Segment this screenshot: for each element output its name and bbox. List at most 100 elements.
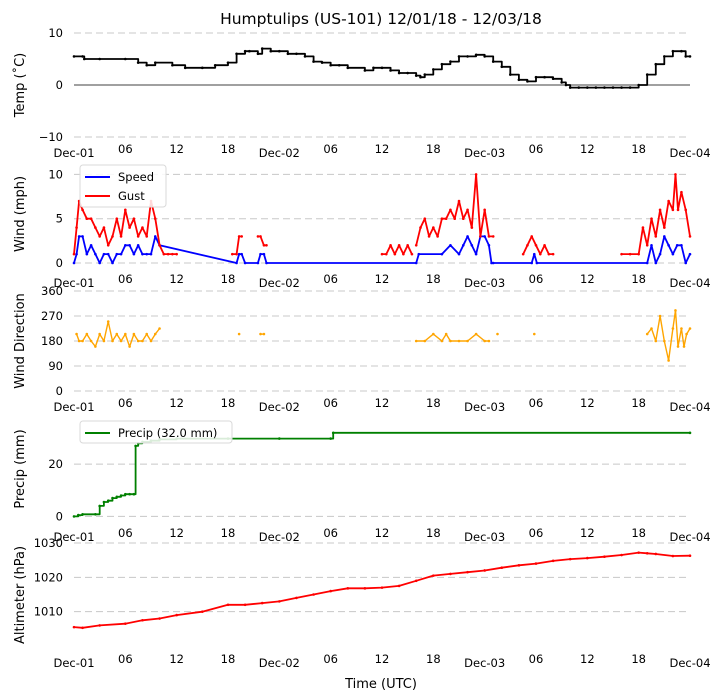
precip-precip-32-0-mm-point — [119, 494, 123, 497]
wind-gust-point — [111, 235, 114, 238]
wind-direction-panel: 0 90 180 270 360 Wind Direction Dec-01 06 12 18 De… — [13, 284, 711, 414]
wind-direction-direction-point — [81, 339, 84, 343]
temp-temp-point — [201, 66, 204, 70]
precip-precip-32-0-mm-point — [115, 495, 119, 499]
wind-direction-direction-point — [685, 332, 688, 336]
wind-speed-point — [658, 252, 662, 256]
precip-precip-32-0-mm-point — [98, 504, 101, 508]
altimeter-altimeter-point — [260, 601, 264, 605]
precip-precip-32-0-mm-point — [128, 492, 131, 496]
temp-temp-point — [654, 62, 658, 66]
wind-speed-point — [667, 243, 670, 247]
wind-gust-point — [106, 243, 110, 247]
wind-x-tick-label: Dec-04 — [669, 276, 710, 290]
wind-legend: Speed Gust — [79, 164, 167, 208]
wind-gust-point — [620, 252, 623, 256]
wind-x-tick-label: 18 — [426, 272, 441, 286]
wind-direction-direction-point — [115, 332, 119, 336]
temp-temp-point — [136, 61, 140, 64]
temp-x-tick-label: 18 — [426, 142, 441, 156]
altimeter-altimeter-point — [688, 554, 692, 558]
wind-direction-direction-point — [111, 339, 114, 343]
wind-direction-direction-point — [423, 339, 427, 343]
temp-temp-point — [620, 86, 623, 89]
altimeter-altimeter-point — [329, 589, 332, 593]
wind-y-axis-label: Wind (mph) — [13, 176, 28, 252]
wind-speed-point — [265, 261, 268, 265]
altimeter-altimeter-point — [81, 626, 84, 630]
precip-precip-32-0-mm-point — [81, 513, 84, 516]
temp-temp-point — [663, 55, 666, 58]
wind-speed-point — [153, 235, 157, 238]
wind-x-tick-label: Dec-01 — [53, 276, 94, 290]
wind-gust-point — [230, 252, 234, 256]
wind-direction-x-tick-label: Dec-02 — [259, 400, 300, 414]
wind-gust-point — [119, 235, 123, 238]
wind-direction-direction-point — [149, 339, 153, 343]
wind-direction-direction-point — [658, 314, 662, 318]
altimeter-altimeter-point — [671, 554, 675, 558]
wind-x-tick-label: Dec-02 — [259, 276, 300, 290]
wind-direction-x-tick-label: 12 — [375, 396, 390, 410]
wind-y-tick-label: 5 — [56, 212, 63, 226]
altimeter-x-tick-label: 06 — [323, 652, 338, 666]
temp-temp-point — [603, 86, 606, 89]
wind-gust-point — [547, 252, 551, 256]
wind-direction-direction-point — [89, 339, 93, 343]
wind-gust-point — [410, 252, 414, 256]
wind-speed-point — [111, 261, 114, 265]
precip-precip-32-0-mm-point — [134, 444, 137, 448]
wind-direction-direction-point — [457, 339, 461, 343]
wind-speed-point — [532, 252, 536, 256]
precip-x-tick-label: 12 — [375, 526, 390, 540]
wind-gust-point — [641, 226, 645, 229]
wind-direction-direction-point — [77, 339, 81, 343]
precip-x-tick-label: 12 — [169, 526, 184, 540]
temp-temp-point — [329, 63, 332, 67]
legend-entry: Gust — [118, 189, 145, 203]
altimeter-altimeter-series — [73, 551, 691, 629]
wind-gust-point — [444, 217, 448, 221]
wind-direction-y-tick-label: 90 — [48, 359, 63, 373]
altimeter-x-tick-label: 06 — [118, 652, 133, 666]
temp-temp-point — [491, 60, 495, 63]
wind-direction-x-tick-label: Dec-04 — [669, 400, 710, 414]
temp-temp-point — [286, 52, 290, 56]
temp-temp-point — [380, 66, 384, 70]
wind-direction-x-tick-label: 18 — [221, 396, 236, 410]
wind-gust-point — [538, 252, 542, 256]
temp-temp-point — [440, 62, 444, 66]
precip-x-tick-label: 18 — [221, 526, 236, 540]
temp-temp-point — [235, 52, 238, 56]
precip-y-tick-label: 0 — [56, 509, 63, 523]
wind-speed-point — [466, 235, 469, 238]
altimeter-altimeter-point — [226, 603, 230, 607]
wind-direction-direction-point — [474, 332, 478, 336]
wind-speed-point — [440, 252, 444, 256]
legend-entry: Precip (32.0 mm) — [118, 426, 217, 440]
wind-gust-point — [81, 208, 84, 212]
wind-gust-point — [667, 199, 670, 203]
temp-temp-point — [81, 55, 84, 58]
wind-gust-series — [232, 235, 242, 255]
precip-precip-32-0-mm-point — [329, 437, 332, 440]
wind-gust-point — [85, 217, 89, 221]
wind-gust-point — [397, 243, 401, 247]
wind-speed-point — [77, 235, 81, 238]
wind-speed-point — [235, 261, 238, 265]
wind-speed-point — [94, 252, 97, 256]
wind-speed-point — [654, 261, 658, 265]
wind-gust-series — [621, 173, 691, 255]
wind-direction-direction-point — [153, 332, 157, 336]
wind-direction-direction-point — [128, 345, 131, 348]
temp-temp-point — [183, 66, 187, 70]
wind-speed-point — [684, 261, 688, 265]
altimeter-altimeter-point — [295, 596, 298, 600]
legend-entry: Speed — [118, 170, 154, 184]
wind-speed-point — [124, 243, 127, 247]
temp-temp-point — [256, 52, 260, 56]
wind-gust-point — [124, 208, 127, 212]
x-axis-label: Time (UTC) — [344, 677, 417, 692]
wind-direction-direction-point — [102, 339, 106, 343]
wind-gust-point — [530, 235, 534, 238]
